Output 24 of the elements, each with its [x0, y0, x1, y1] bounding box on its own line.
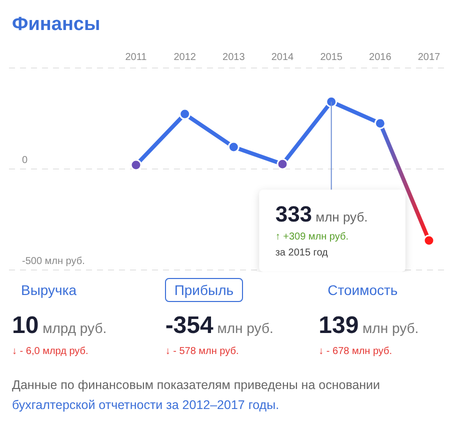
x-tick-label: 2016 [369, 52, 392, 63]
chart-title: Финансы [11, 13, 102, 37]
text: бухгалтерской отчетности за 2012–2017 годы. [12, 398, 280, 412]
y-tick-label: -500 млн руб. [22, 256, 85, 267]
x-tick-label: 2012 [174, 52, 196, 63]
x-tick-label: 2014 [271, 52, 294, 63]
annotation: 333 млн руб. [275, 202, 368, 227]
y-tick-label: 0 [22, 155, 28, 166]
text: 10 млрд руб. [12, 312, 107, 339]
text: ↓ - 578 млн руб. [165, 346, 240, 357]
annotation: за 2015 год [275, 248, 328, 259]
text: ↓ - 6,0 млрд руб. [12, 346, 90, 357]
annotation: ↑ +309 млн руб. [275, 232, 349, 243]
text: -354 млн руб. [165, 312, 274, 339]
text: Данные по финансовым показателям приведены на основании [12, 378, 380, 392]
text: ↓ - 678 млн руб. [318, 346, 394, 357]
x-tick-label: 2013 [222, 52, 246, 63]
x-tick-label: 2011 [125, 52, 148, 63]
text: 139 млн руб. [318, 312, 419, 339]
x-tick-label: 2017 [418, 52, 441, 63]
text: Стоимость [326, 281, 399, 300]
text: Прибыль [165, 278, 243, 302]
text: Выручка [20, 281, 78, 300]
x-tick-label: 2015 [320, 52, 343, 63]
